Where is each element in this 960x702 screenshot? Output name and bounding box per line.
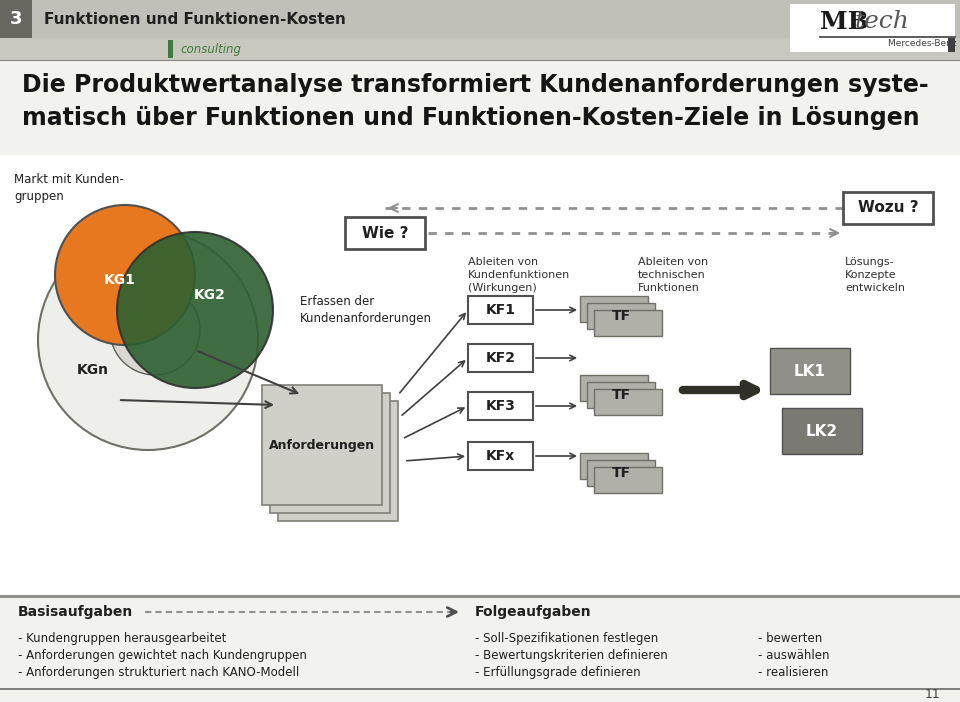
Bar xyxy=(270,393,390,513)
Text: MB: MB xyxy=(820,10,869,34)
Circle shape xyxy=(38,230,258,450)
Bar xyxy=(948,38,955,52)
Text: KG1: KG1 xyxy=(104,273,136,287)
Bar xyxy=(262,385,382,505)
Bar xyxy=(0,688,960,690)
Bar xyxy=(790,4,955,52)
Bar xyxy=(0,155,960,595)
Bar xyxy=(468,344,533,372)
Text: - Erfüllungsgrade definieren: - Erfüllungsgrade definieren xyxy=(475,666,640,679)
Bar xyxy=(587,382,655,408)
Text: Die Produktwertanalyse transformiert Kundenanforderungen syste-: Die Produktwertanalyse transformiert Kun… xyxy=(22,73,928,97)
Text: - Soll-Spezifikationen festlegen: - Soll-Spezifikationen festlegen xyxy=(475,632,659,645)
Text: Lösungs-
Konzepte
entwickeln: Lösungs- Konzepte entwickeln xyxy=(845,257,905,293)
Text: - realisieren: - realisieren xyxy=(758,666,828,679)
Text: LK2: LK2 xyxy=(806,423,838,439)
Text: KGn: KGn xyxy=(77,363,109,377)
Text: Anforderungen: Anforderungen xyxy=(269,439,375,451)
Text: Funktionen und Funktionen-Kosten: Funktionen und Funktionen-Kosten xyxy=(44,11,346,27)
Text: Ableiten von
technischen
Funktionen: Ableiten von technischen Funktionen xyxy=(638,257,708,293)
Bar xyxy=(594,310,662,336)
Circle shape xyxy=(117,232,273,388)
Text: - Kundengruppen herausgearbeitet: - Kundengruppen herausgearbeitet xyxy=(18,632,227,645)
Text: KFx: KFx xyxy=(486,449,516,463)
Bar xyxy=(168,40,173,58)
Text: 11: 11 xyxy=(924,689,940,701)
Text: KG2: KG2 xyxy=(194,288,226,302)
Bar xyxy=(468,296,533,324)
Text: LK1: LK1 xyxy=(794,364,826,378)
Bar xyxy=(587,460,655,486)
Text: 3: 3 xyxy=(10,10,22,28)
Text: consulting: consulting xyxy=(180,43,241,55)
Text: KF1: KF1 xyxy=(486,303,516,317)
Bar xyxy=(594,389,662,415)
Text: TF: TF xyxy=(612,309,631,323)
Bar xyxy=(782,408,862,454)
Bar xyxy=(770,348,850,394)
Text: KF2: KF2 xyxy=(486,351,516,365)
Bar xyxy=(0,595,960,598)
Circle shape xyxy=(55,205,195,345)
Bar xyxy=(843,192,933,224)
Bar xyxy=(0,0,960,38)
Bar xyxy=(278,401,398,521)
Bar xyxy=(0,38,960,60)
Text: Wie ?: Wie ? xyxy=(362,225,408,241)
Text: TF: TF xyxy=(612,388,631,402)
Text: Mercedes-Benz technology: Mercedes-Benz technology xyxy=(888,39,960,48)
Text: Basisaufgaben: Basisaufgaben xyxy=(18,605,133,619)
Bar xyxy=(345,217,425,249)
Text: - Bewertungskriterien definieren: - Bewertungskriterien definieren xyxy=(475,649,668,662)
Text: tech: tech xyxy=(855,10,910,33)
Bar xyxy=(594,467,662,493)
Bar xyxy=(580,453,648,479)
Bar xyxy=(580,296,648,322)
Text: - bewerten: - bewerten xyxy=(758,632,823,645)
Bar xyxy=(468,442,533,470)
Bar xyxy=(580,375,648,401)
Text: Wozu ?: Wozu ? xyxy=(857,201,919,216)
Text: Ableiten von
Kundenfunktionen
(Wirkungen): Ableiten von Kundenfunktionen (Wirkungen… xyxy=(468,257,570,293)
Bar xyxy=(587,303,655,329)
Text: - auswählen: - auswählen xyxy=(758,649,829,662)
Bar xyxy=(468,392,533,420)
Text: Markt mit Kunden-
gruppen: Markt mit Kunden- gruppen xyxy=(14,173,124,203)
Text: - Anforderungen strukturiert nach KANO-Modell: - Anforderungen strukturiert nach KANO-M… xyxy=(18,666,300,679)
Text: KF3: KF3 xyxy=(486,399,516,413)
Bar xyxy=(0,0,32,38)
Text: Erfassen der
Kundenanforderungen: Erfassen der Kundenanforderungen xyxy=(300,295,432,325)
Circle shape xyxy=(110,285,200,375)
Text: matisch über Funktionen und Funktionen-Kosten-Ziele in Lösungen: matisch über Funktionen und Funktionen-K… xyxy=(22,106,920,130)
Text: - Anforderungen gewichtet nach Kundengruppen: - Anforderungen gewichtet nach Kundengru… xyxy=(18,649,307,662)
Text: TF: TF xyxy=(612,466,631,480)
Text: Folgeaufgaben: Folgeaufgaben xyxy=(475,605,591,619)
